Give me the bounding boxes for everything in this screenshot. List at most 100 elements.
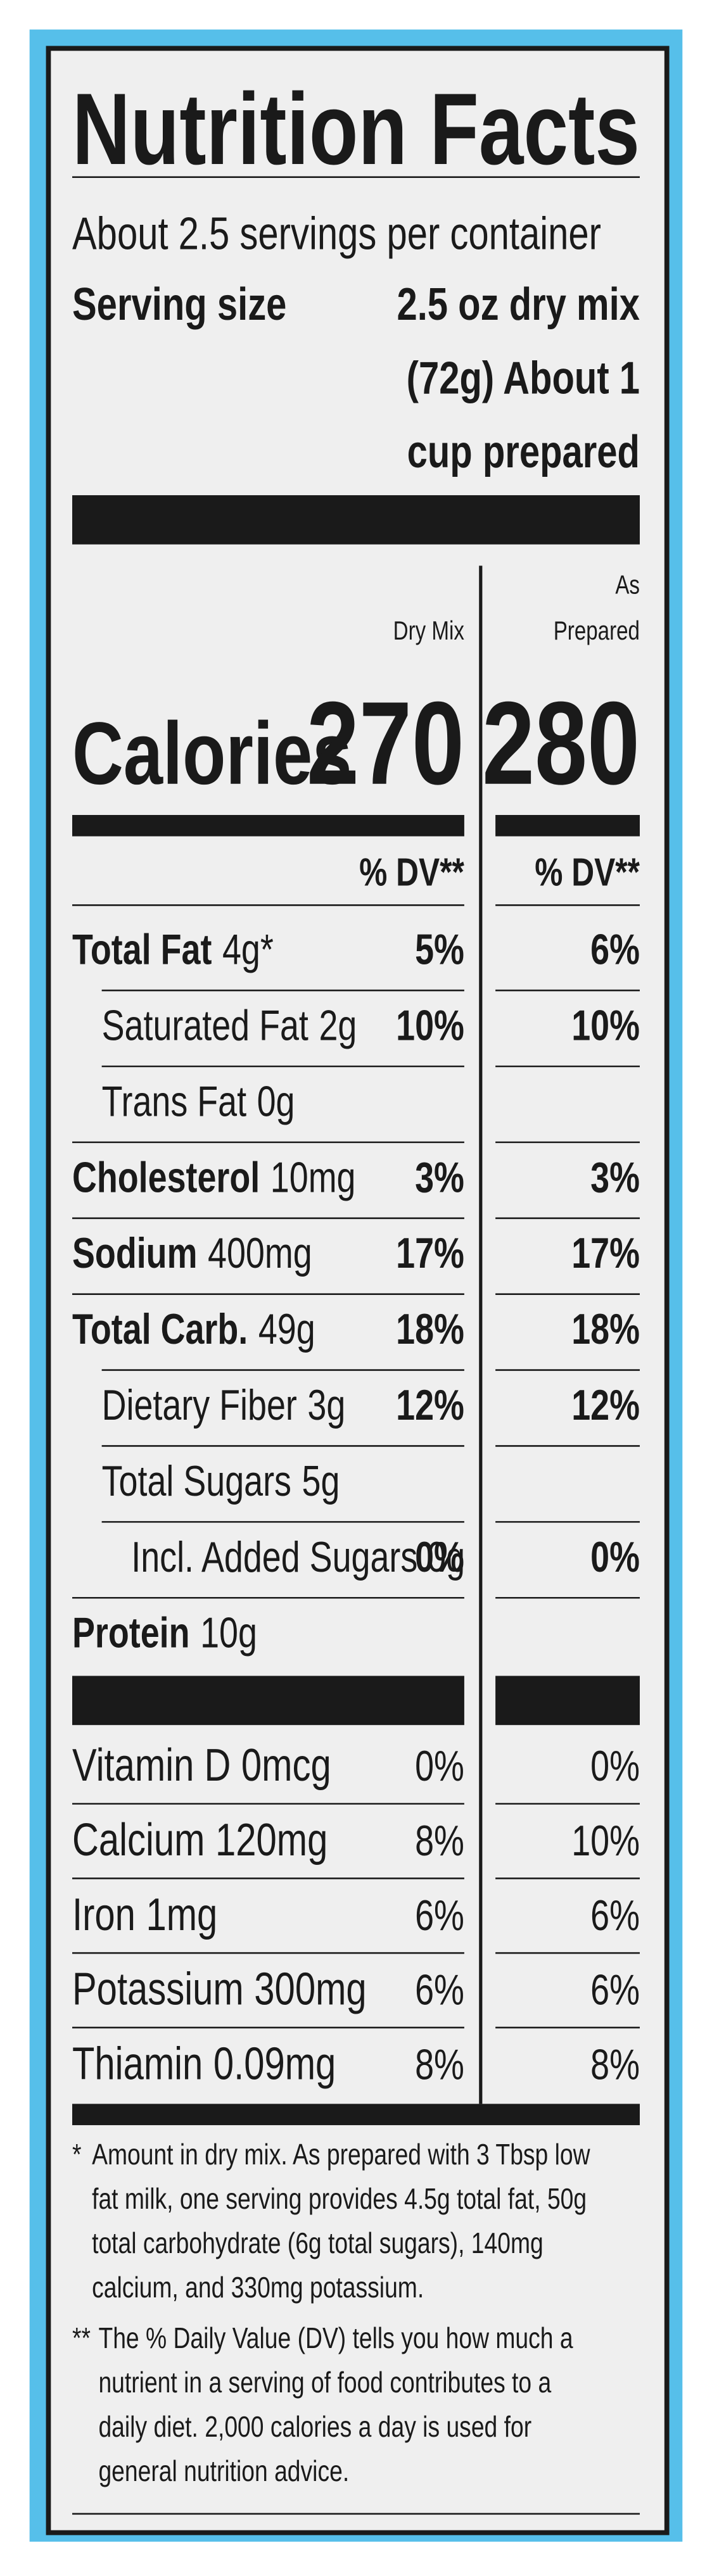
- nutrient-amount: 0g: [257, 1078, 295, 1125]
- footnote: nutrient in a serving of food contribute…: [98, 2366, 551, 2399]
- dv-prepared: 10%: [571, 1817, 640, 1864]
- column-head: As: [615, 570, 640, 599]
- nutrient: Total Carb. 49g: [72, 1305, 315, 1353]
- dv-dry: 18%: [396, 1305, 464, 1353]
- dv-dry: 8%: [415, 2041, 464, 2088]
- calories-label: Calories: [72, 704, 352, 803]
- nutrient: Total Fat 4g*: [72, 926, 274, 973]
- nutrient-amount: 10mg: [270, 1154, 356, 1201]
- bar: [495, 815, 640, 837]
- nutrient: Vitamin D 0mcg: [72, 1739, 331, 1791]
- nutrient: Total Sugars 5g: [102, 1457, 340, 1505]
- nutrient-label: Protein: [72, 1609, 190, 1657]
- dv-dry: 6%: [415, 1966, 464, 2014]
- dv-dry: 8%: [415, 1817, 464, 1864]
- nutrient-amount: 300mg: [254, 1964, 366, 2015]
- nutrient: Potassium 300mg: [72, 1964, 367, 2015]
- dv-prepared: 0%: [590, 1533, 640, 1581]
- calories-value: 270: [307, 677, 464, 809]
- nutrient-label: Calcium: [72, 1814, 205, 1866]
- footnote: total carbohydrate (6g total sugars), 14…: [92, 2226, 544, 2259]
- nutrient: Iron 1mg: [72, 1889, 217, 1940]
- serving-size: 2.5 oz dry mix: [397, 279, 640, 330]
- nutrient-label: Sodium: [72, 1230, 197, 1277]
- dv-dry: 12%: [396, 1381, 464, 1429]
- nutrient: Thiamin 0.09mg: [72, 2038, 336, 2089]
- nutrient-amount: 5g: [302, 1457, 340, 1505]
- dv-dry: 10%: [396, 1002, 464, 1049]
- nutrient-amount: 400mg: [208, 1230, 312, 1277]
- nutrient-amount: 4g*: [222, 926, 274, 973]
- nutrient-label: Saturated Fat: [102, 1002, 308, 1049]
- bar: [72, 815, 464, 837]
- footnote: The % Daily Value (DV) tells you how muc…: [98, 2321, 573, 2354]
- nutrient-amount: 0mcg: [241, 1739, 331, 1791]
- dv-dry: 0%: [415, 1533, 464, 1581]
- nutrient: Cholesterol 10mg: [72, 1154, 356, 1201]
- dv-dry: 5%: [415, 926, 464, 973]
- footnote-marker: **: [72, 2321, 91, 2354]
- nutrient-label: Potassium: [72, 1964, 244, 2015]
- dv-dry: 3%: [415, 1154, 464, 1201]
- dv-prepared: 12%: [571, 1381, 640, 1429]
- nutrient: Dietary Fiber 3g: [102, 1381, 346, 1429]
- nutrient: Saturated Fat 2g: [102, 1002, 357, 1049]
- nutrient-amount: 49g: [258, 1305, 315, 1353]
- nutrient: Calcium 120mg: [72, 1814, 327, 1866]
- serving-size: (72g) About 1: [407, 352, 640, 403]
- dv-dry: 0%: [415, 1743, 464, 1790]
- nutrient-amount: 120mg: [215, 1814, 327, 1866]
- nutrient-label: Cholesterol: [72, 1154, 260, 1201]
- nutrient: Incl. Added Sugars 0g: [131, 1533, 465, 1581]
- dv-dry: 17%: [396, 1230, 464, 1277]
- dv-prepared: 6%: [590, 1966, 640, 2014]
- serving-size-label: Serving size: [72, 279, 286, 330]
- nutrient-label: Trans Fat: [102, 1078, 246, 1125]
- calories-value: 280: [482, 677, 640, 809]
- dv-header: % DV**: [535, 850, 640, 894]
- nutrient-label: Vitamin D: [72, 1739, 231, 1791]
- title: Nutrition Facts: [72, 73, 640, 186]
- bar: [72, 495, 640, 545]
- bar: [72, 2104, 640, 2126]
- nutrient-amount: 3g: [307, 1381, 345, 1429]
- dv-prepared: 6%: [590, 1891, 640, 1939]
- serving-size: cup prepared: [407, 426, 640, 477]
- dv-prepared: 18%: [571, 1305, 640, 1353]
- nutrient: Sodium 400mg: [72, 1230, 312, 1277]
- dv-prepared: 3%: [590, 1154, 640, 1201]
- column-head: Dry Mix: [393, 616, 464, 645]
- nutrient-amount: 0.09mg: [213, 2038, 336, 2089]
- footnote: daily diet. 2,000 calories a day is used…: [98, 2410, 531, 2443]
- column-head: Prepared: [554, 616, 640, 645]
- footnote: fat milk, one serving provides 4.5g tota…: [92, 2182, 587, 2215]
- nutrient-label: Total Fat: [72, 926, 212, 973]
- nutrient-label: Total Carb.: [72, 1305, 248, 1353]
- dv-prepared: 0%: [590, 1743, 640, 1790]
- footnote: Amount in dry mix. As prepared with 3 Tb…: [92, 2138, 590, 2171]
- footnote: general nutrition advice.: [98, 2454, 349, 2487]
- dv-dry: 6%: [415, 1891, 464, 1939]
- footnote-marker: *: [72, 2138, 82, 2171]
- bar: [72, 1676, 464, 1726]
- nutrient-label: Thiamin: [72, 2038, 203, 2089]
- nutrient: Protein 10g: [72, 1609, 257, 1657]
- bar: [495, 1676, 640, 1726]
- nutrient-label: Dietary Fiber: [102, 1381, 297, 1429]
- nutrient-label: Incl. Added Sugars 0g: [131, 1533, 465, 1581]
- nutrient: Trans Fat 0g: [102, 1078, 295, 1125]
- nutrient-label: Iron: [72, 1889, 136, 1940]
- dv-prepared: 10%: [571, 1002, 640, 1049]
- footnote: calcium, and 330mg potassium.: [92, 2271, 424, 2304]
- nutrient-amount: 10g: [200, 1609, 257, 1657]
- dv-prepared: 6%: [590, 926, 640, 973]
- dv-header: % DV**: [359, 850, 464, 894]
- servings: About 2.5 servings per container: [72, 208, 601, 259]
- dv-prepared: 8%: [590, 2041, 640, 2088]
- nutrient-amount: 2g: [319, 1002, 357, 1049]
- nutrient-label: Total Sugars: [102, 1457, 291, 1505]
- dv-prepared: 17%: [571, 1230, 640, 1277]
- nutrient-amount: 1mg: [146, 1889, 218, 1940]
